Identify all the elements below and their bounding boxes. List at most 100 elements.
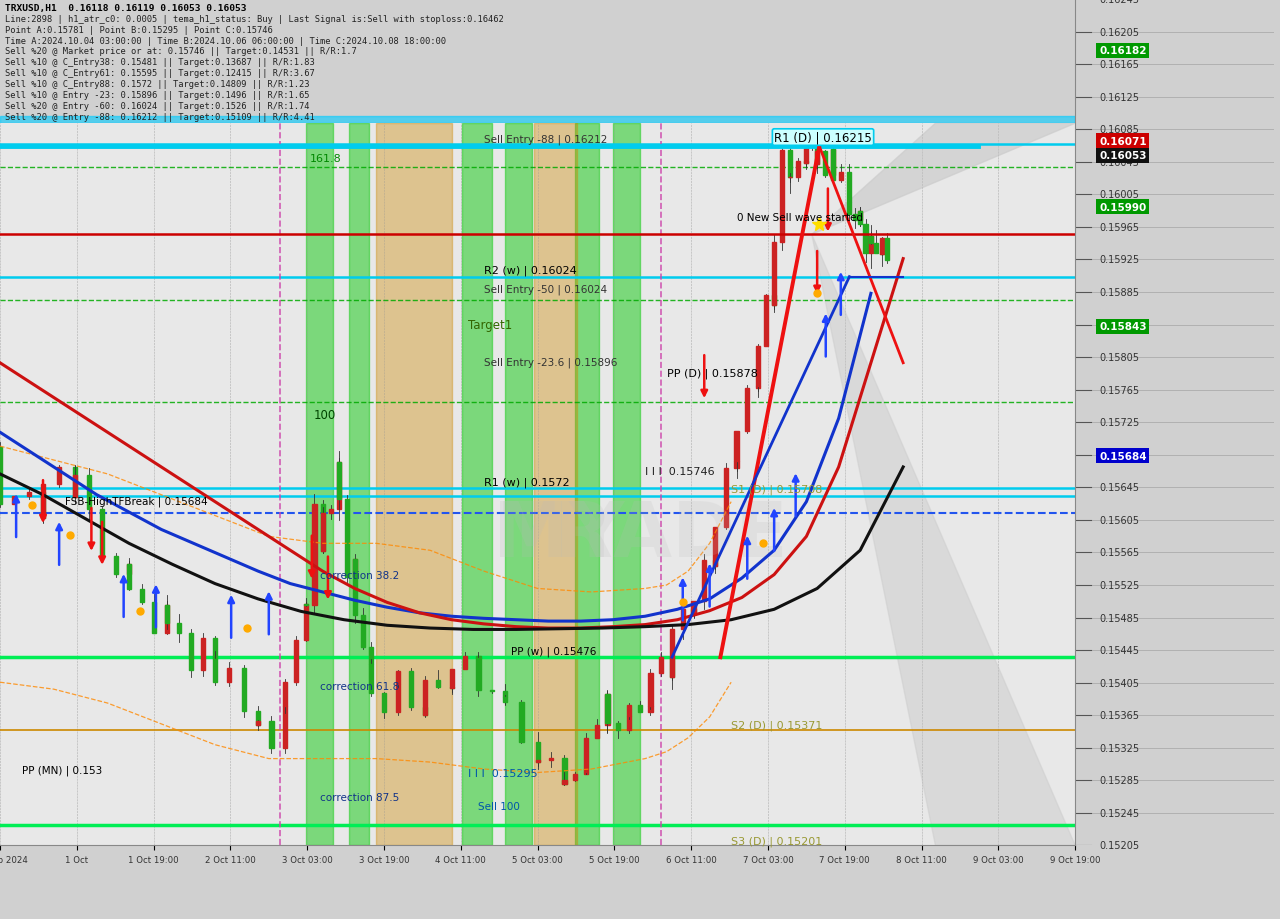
Bar [627,716,631,730]
Polygon shape [812,124,1075,235]
Text: S2 (D) | 0.15371: S2 (D) | 0.15371 [731,720,823,730]
Text: Sell Entry -88 | 0.16212: Sell Entry -88 | 0.16212 [484,135,607,145]
Text: 0.16005: 0.16005 [1100,190,1139,200]
Bar [605,695,609,725]
Bar [713,561,717,567]
Text: 0.15843: 0.15843 [1100,322,1147,332]
Text: 0.16165: 0.16165 [1100,60,1139,70]
Bar [869,236,873,244]
Bar [422,680,426,716]
Bar [823,152,827,176]
Text: 0.15925: 0.15925 [1100,255,1139,266]
Bar [869,236,873,254]
Bar [595,725,599,738]
Bar [320,514,325,551]
Bar [337,463,340,499]
Bar [613,124,640,845]
Text: Sell 100: Sell 100 [479,801,521,811]
Text: Sell %10 @ C_Entry61: 0.15595 || Target:0.12415 || R/R:3.67: Sell %10 @ C_Entry61: 0.15595 || Target:… [5,69,315,78]
Text: 0.16071: 0.16071 [1100,136,1147,146]
Bar [627,705,631,716]
Bar [476,656,480,658]
Bar [256,710,260,725]
Bar [781,151,785,243]
Bar [713,528,717,567]
Bar [353,560,357,577]
Text: 0.15845: 0.15845 [1100,320,1139,330]
Text: 100: 100 [314,409,337,422]
Text: Sell %10 @ Entry -23: 0.15896 || Target:0.1496 || R/R:1.65: Sell %10 @ Entry -23: 0.15896 || Target:… [5,91,310,100]
Bar [361,616,365,647]
Text: Sell Entry -50 | 0.16024: Sell Entry -50 | 0.16024 [484,284,607,294]
Bar [503,691,507,698]
Bar [584,772,588,774]
Text: 0.15805: 0.15805 [1100,353,1139,363]
Bar [114,556,118,574]
Bar [242,669,246,710]
Bar [649,674,653,706]
Bar [831,150,836,181]
Bar [462,124,493,845]
Text: 0.15684: 0.15684 [1100,451,1147,461]
Text: Sell %10 @ C_Entry88: 0.1572 || Target:0.14809 || R/R:1.23: Sell %10 @ C_Entry88: 0.1572 || Target:0… [5,80,310,89]
Bar [584,738,588,772]
Bar [13,496,17,505]
Bar [73,476,77,498]
Bar [735,432,739,461]
Text: S1 (D) | 0.15708: S1 (D) | 0.15708 [731,483,823,494]
Bar [735,461,739,469]
Bar [305,605,308,640]
Text: 0.16053: 0.16053 [1100,151,1147,161]
Bar [228,669,232,683]
Bar [369,664,372,694]
Bar [637,705,641,712]
Bar [0,118,1075,124]
Bar [573,774,577,780]
Text: 0.15445: 0.15445 [1100,645,1139,655]
Bar [815,142,819,165]
Text: R2 (w) | 0.16024: R2 (w) | 0.16024 [484,266,576,276]
Bar [140,589,143,603]
Bar [41,493,45,518]
Text: 0.15885: 0.15885 [1100,288,1139,298]
Text: PP (D) | 0.15878: PP (D) | 0.15878 [667,368,758,379]
Text: 0.15565: 0.15565 [1100,548,1139,558]
Text: 0.15245: 0.15245 [1100,808,1139,818]
Bar [201,639,205,671]
Text: TRXUSD,H1  0.16118 0.16119 0.16053 0.16053: TRXUSD,H1 0.16118 0.16119 0.16053 0.1605… [5,4,247,13]
Bar [520,702,524,743]
Text: PP (MN) | 0.153: PP (MN) | 0.153 [22,765,101,775]
Bar [858,211,863,224]
Text: 161.8: 161.8 [310,154,342,165]
Bar [422,707,426,716]
Text: 0.15990: 0.15990 [1100,202,1147,212]
Text: 0.15485: 0.15485 [1100,613,1139,623]
Bar [534,124,577,845]
Bar [58,468,61,484]
Text: MY: MY [493,498,625,573]
Bar [256,721,260,725]
Text: 0.15325: 0.15325 [1100,743,1139,753]
Bar [177,623,180,633]
Bar [764,295,768,346]
Bar [756,386,760,389]
Bar [535,760,540,762]
Bar [73,468,77,498]
Bar [840,173,844,181]
Bar [659,657,663,674]
Bar [436,680,440,686]
Text: Sell %20 @ Market price or at: 0.15746 || Target:0.14531 || R/R:1.7: Sell %20 @ Market price or at: 0.15746 |… [5,48,357,56]
Bar [756,346,760,386]
Bar [396,685,399,712]
Bar [847,203,851,215]
Bar [669,657,675,677]
Bar [270,721,274,748]
Bar [100,509,104,556]
Bar [788,151,792,178]
Bar [535,743,540,762]
Bar [549,758,553,760]
Text: correction 38.2: correction 38.2 [320,571,399,581]
Bar [616,723,621,730]
Bar [703,561,707,602]
Bar [152,603,156,633]
